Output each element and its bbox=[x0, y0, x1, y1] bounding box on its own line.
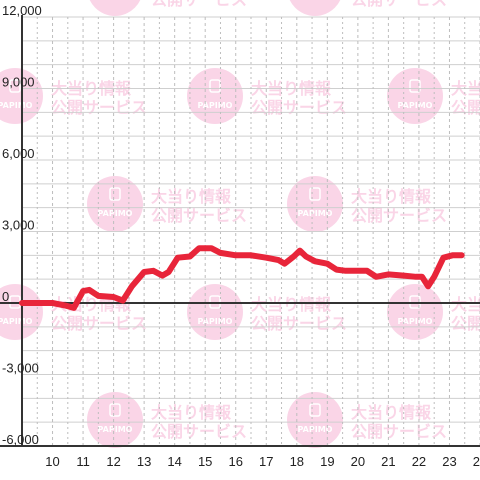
y-tick-label: 9,000 bbox=[2, 75, 35, 90]
axes bbox=[0, 15, 480, 447]
x-tick-label: 24 bbox=[473, 454, 480, 469]
svg-text:大当り情報: 大当り情報 bbox=[151, 403, 232, 422]
x-tick-label: 22 bbox=[412, 454, 426, 469]
svg-text:PAPIMO: PAPIMO bbox=[98, 425, 133, 434]
svg-text:公開サービス: 公開サービス bbox=[351, 0, 447, 9]
y-tick-label: 0 bbox=[2, 289, 9, 304]
x-tick-label: 15 bbox=[198, 454, 212, 469]
y-tick-label: 3,000 bbox=[2, 218, 35, 233]
svg-text:PAPIMO: PAPIMO bbox=[398, 317, 433, 326]
x-tick-label: 21 bbox=[381, 454, 395, 469]
svg-text:PAPIMO: PAPIMO bbox=[0, 101, 33, 110]
series-line bbox=[19, 245, 465, 311]
x-tick-label: 16 bbox=[228, 454, 242, 469]
svg-text:PAPIMO: PAPIMO bbox=[298, 209, 333, 218]
svg-text:PAPIMO: PAPIMO bbox=[298, 425, 333, 434]
svg-text:公開サービス: 公開サービス bbox=[251, 314, 347, 333]
svg-text:公開サービス: 公開サービス bbox=[451, 314, 480, 333]
svg-text:大当り情報: 大当り情報 bbox=[351, 403, 432, 422]
x-tick-label: 19 bbox=[320, 454, 334, 469]
x-tick-label: 23 bbox=[442, 454, 456, 469]
svg-text:公開サービス: 公開サービス bbox=[351, 422, 447, 441]
x-tick-label: 14 bbox=[167, 454, 181, 469]
svg-text:公開サービス: 公開サービス bbox=[51, 98, 147, 117]
svg-text:公開サービス: 公開サービス bbox=[151, 206, 247, 225]
x-tick-label: 11 bbox=[76, 454, 90, 469]
tick-labels: -6,000 -3,000 0 3,000 6,000 9,000 12,000 10 11 12… bbox=[2, 3, 480, 469]
x-tick-label: 13 bbox=[137, 454, 151, 469]
x-tick-label: 20 bbox=[351, 454, 365, 469]
y-tick-label: 12,000 bbox=[2, 3, 42, 18]
svg-text:公開サービス: 公開サービス bbox=[251, 98, 347, 117]
y-tick-label: -3,000 bbox=[2, 361, 39, 376]
svg-text:公開サービス: 公開サービス bbox=[151, 422, 247, 441]
svg-text:大当り情報: 大当り情報 bbox=[251, 295, 332, 314]
svg-text:PAPIMO: PAPIMO bbox=[198, 101, 233, 110]
x-tick-label: 12 bbox=[106, 454, 120, 469]
x-tick-label: 10 bbox=[45, 454, 59, 469]
svg-text:公開サービス: 公開サービス bbox=[351, 206, 447, 225]
series-layer bbox=[19, 245, 465, 311]
svg-text:公開サービス: 公開サービス bbox=[451, 98, 480, 117]
svg-text:PAPIMO: PAPIMO bbox=[98, 209, 133, 218]
x-tick-label: 17 bbox=[259, 454, 273, 469]
x-tick-label: 18 bbox=[290, 454, 304, 469]
svg-text:大当り情報: 大当り情報 bbox=[151, 187, 232, 206]
svg-text:PAPIMO: PAPIMO bbox=[398, 101, 433, 110]
svg-text:公開サービス: 公開サービス bbox=[151, 0, 247, 9]
svg-text:PAPIMO: PAPIMO bbox=[298, 0, 333, 2]
y-tick-label: -6,000 bbox=[2, 432, 39, 447]
svg-text:大当り情報: 大当り情報 bbox=[451, 295, 480, 314]
svg-text:PAPIMO: PAPIMO bbox=[98, 0, 133, 2]
svg-text:PAPIMO: PAPIMO bbox=[0, 317, 33, 326]
svg-text:公開サービス: 公開サービス bbox=[51, 314, 147, 333]
svg-text:PAPIMO: PAPIMO bbox=[198, 317, 233, 326]
y-tick-label: 6,000 bbox=[2, 146, 35, 161]
svg-text:大当り情報: 大当り情報 bbox=[351, 187, 432, 206]
